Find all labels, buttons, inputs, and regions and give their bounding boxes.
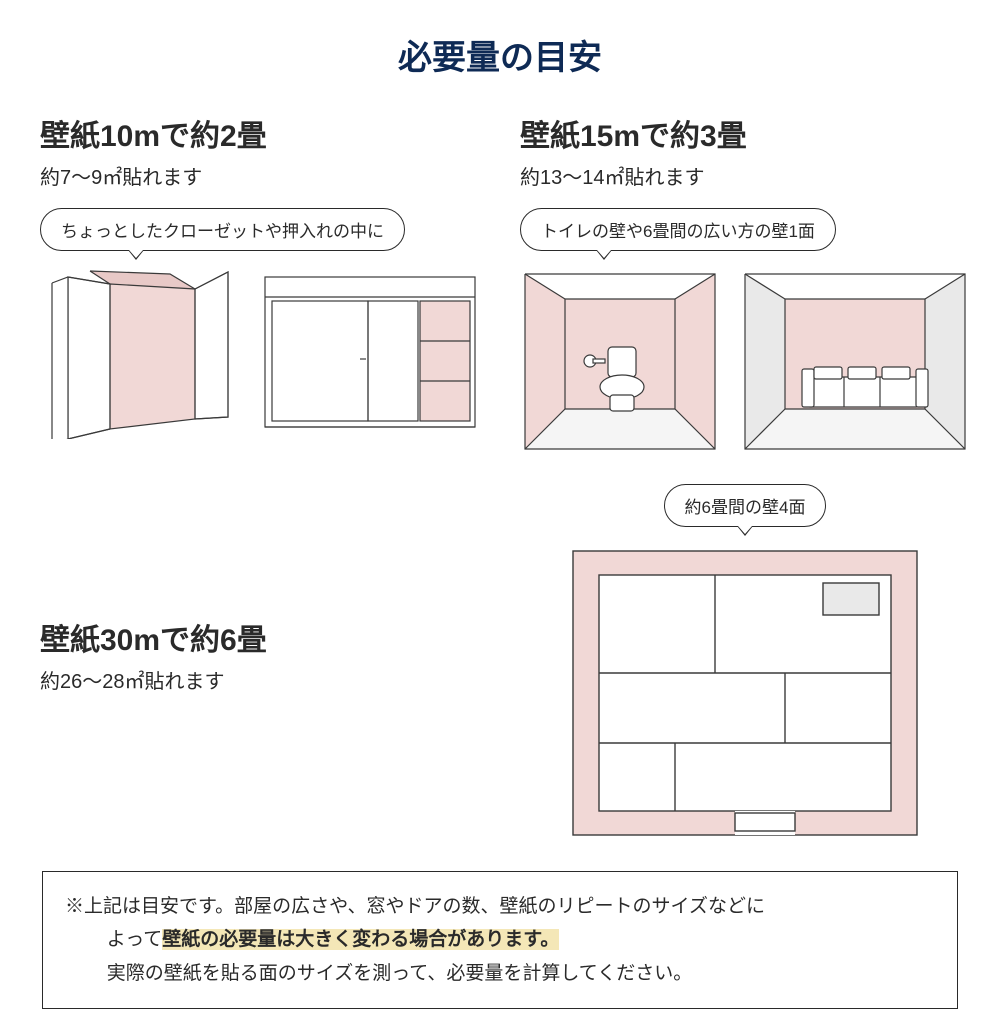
sub-10m: 約7～9㎡貼れます xyxy=(40,161,480,190)
section-30m-illus: 約6畳間の壁4面 xyxy=(520,484,970,843)
heading-15m: 壁紙15mで約3畳 xyxy=(520,111,970,155)
note-line1: ※上記は目安です。部屋の広さや、窓やドアの数、壁紙のリピートのサイズなどに xyxy=(65,890,935,923)
section-30m: 壁紙30mで約6畳 約26～28㎡貼れます xyxy=(40,615,480,712)
content-grid: 壁紙10mで約2畳 約7～9㎡貼れます ちょっとしたクローゼットや押入れの中に xyxy=(30,111,970,843)
toilet-room-illustration xyxy=(520,269,720,454)
sub-30m: 約26～28㎡貼れます xyxy=(40,665,480,694)
sub-15m: 約13～14㎡貼れます xyxy=(520,161,970,190)
floorplan-illustration xyxy=(565,543,925,843)
sliding-closet-illustration xyxy=(260,269,480,439)
page-title: 必要量の目安 xyxy=(30,30,970,79)
bubble-10m: ちょっとしたクローゼットや押入れの中に xyxy=(40,208,405,251)
heading-30m: 壁紙30mで約6畳 xyxy=(40,615,480,659)
note-line3: 実際の壁紙を貼る面のサイズを測って、必要量を計算してください。 xyxy=(65,957,935,990)
bubble-30m: 約6畳間の壁4面 xyxy=(664,484,827,527)
section-10m: 壁紙10mで約2畳 約7～9㎡貼れます ちょっとしたクローゼットや押入れの中に xyxy=(40,111,480,454)
heading-10m: 壁紙10mで約2畳 xyxy=(40,111,480,155)
note-box: ※上記は目安です。部屋の広さや、窓やドアの数、壁紙のリピートのサイズなどに よっ… xyxy=(42,871,958,1009)
section-15m: 壁紙15mで約3畳 約13～14㎡貼れます トイレの壁や6畳間の広い方の壁1面 xyxy=(520,111,970,454)
living-wall-illustration xyxy=(740,269,970,454)
note-line2: よって壁紙の必要量は大きく変わる場合があります。 xyxy=(65,923,935,956)
note-highlight: 壁紙の必要量は大きく変わる場合があります。 xyxy=(162,929,559,950)
bubble-15m: トイレの壁や6畳間の広い方の壁1面 xyxy=(520,208,836,251)
note-line2-prefix: よって xyxy=(107,929,162,950)
closet-illustration xyxy=(40,269,240,439)
